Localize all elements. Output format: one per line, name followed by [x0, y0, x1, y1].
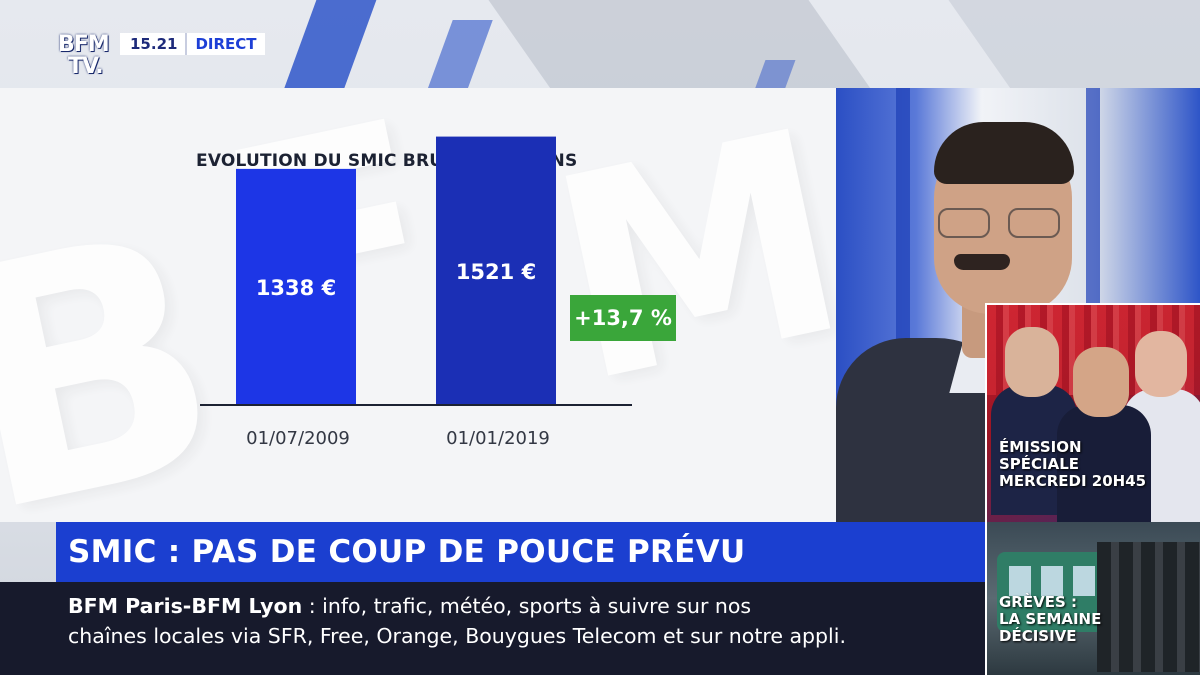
presenter-hair — [934, 122, 1074, 184]
live-time-box: 15.21 DIRECT — [120, 33, 265, 55]
greves-text: GRÈVES : LA SEMAINE DÉCISIVE — [999, 594, 1101, 645]
glasses-icon — [938, 208, 1064, 238]
promo-text: ÉMISSION SPÉCIALE MERCREDI 20H45 — [999, 439, 1146, 490]
promo-person-head — [1005, 327, 1059, 397]
bfmtv-logo: BFM TV. — [58, 32, 114, 82]
bar-value-label: 1521 € — [456, 260, 536, 284]
logo-line-1: BFM — [58, 32, 110, 57]
promo-line: ÉMISSION — [999, 438, 1082, 456]
promo-tile: ÉMISSION SPÉCIALE MERCREDI 20H45 — [985, 303, 1200, 522]
ticker-source: BFM Paris-BFM Lyon — [68, 594, 303, 618]
bar-chart: 1338 € 01/07/2009 1521 € 01/01/2019 — [200, 136, 632, 449]
clock-time: 15.21 — [120, 33, 188, 55]
ticker-line-1: BFM Paris-BFM Lyon : info, trafic, météo… — [68, 594, 751, 618]
chart-bar — [436, 136, 556, 405]
x-tick-label: 01/07/2009 — [246, 428, 350, 449]
glasses-lens — [1008, 208, 1060, 238]
chart-panel: B F M — [0, 88, 836, 522]
chart-bar — [236, 168, 356, 405]
greves-line: GRÈVES : — [999, 593, 1077, 611]
train-window — [1073, 566, 1095, 596]
greves-line: LA SEMAINE — [999, 610, 1102, 628]
ticker-line-2: chaînes locales via SFR, Free, Orange, B… — [68, 624, 846, 648]
background-shape — [948, 0, 1200, 90]
ticker-separator: : — [302, 594, 323, 618]
bar-value-label: 1338 € — [256, 276, 336, 300]
logo-line-2: TV. — [68, 54, 104, 79]
commuter-crowd-image — [1097, 542, 1200, 672]
promo-line: MERCREDI 20H45 — [999, 472, 1147, 490]
headline-bar: SMIC : PAS DE COUP DE POUCE PRÉVU — [56, 522, 985, 582]
promo-person-head — [1135, 331, 1187, 397]
news-ticker: BFM Paris-BFM Lyon : info, trafic, météo… — [0, 582, 985, 675]
growth-badge: +13,7 % — [570, 295, 676, 341]
x-tick-label: 01/01/2019 — [446, 428, 550, 449]
promo-person-body — [1057, 405, 1151, 522]
greves-line: DÉCISIVE — [999, 627, 1077, 645]
glasses-lens — [938, 208, 990, 238]
headline-text: SMIC : PAS DE COUP DE POUCE PRÉVU — [68, 534, 746, 570]
greves-tile: GRÈVES : LA SEMAINE DÉCISIVE — [985, 522, 1200, 675]
promo-line: SPÉCIALE — [999, 455, 1080, 473]
presenter-moustache — [954, 254, 1010, 270]
train-window — [1009, 566, 1031, 596]
live-label: DIRECT — [195, 35, 257, 53]
promo-person-head — [1073, 347, 1129, 417]
train-window — [1041, 566, 1063, 596]
ticker-text: info, trafic, météo, sports à suivre sur… — [322, 594, 752, 618]
